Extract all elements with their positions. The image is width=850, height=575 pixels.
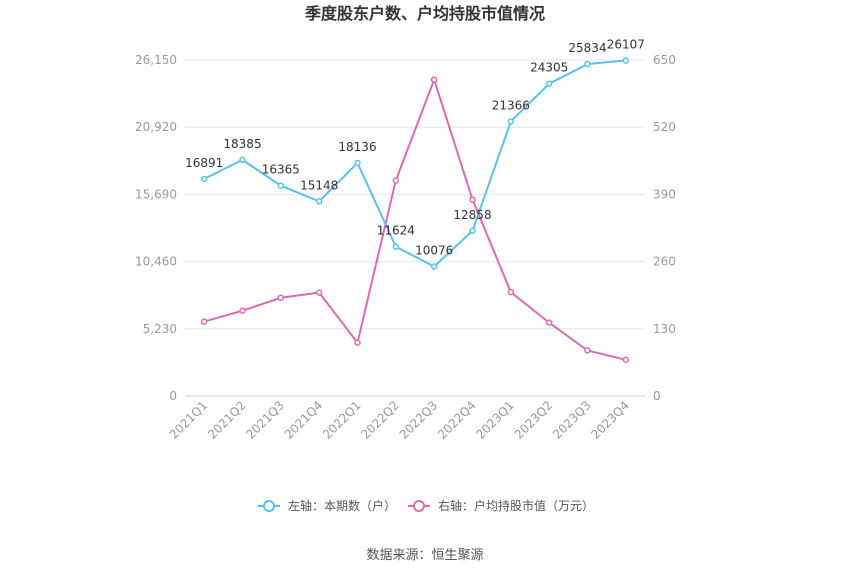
data-label: 15148 [300,178,338,192]
series-line-right [203,76,627,361]
data-label: 26107 [607,38,645,52]
legend[interactable]: 左轴：本期数（户） 右轴：户均持股市值（万元） [258,498,594,513]
data-point-left [584,60,591,68]
x-tick-label: 2021Q3 [243,398,287,442]
data-label: 21366 [492,98,530,112]
x-tick-label: 2023Q2 [512,398,556,442]
legend-marker [263,500,275,512]
x-tick-label: 2022Q3 [397,398,441,442]
data-point-right [239,307,246,314]
left-axis-ticks: 0 5,230 10,460 15,690 20,920 26,150 [135,53,177,403]
series-line-left [203,59,626,268]
left-tick-label: 20,920 [135,120,177,134]
data-label: 24305 [530,61,568,75]
data-point-left [469,227,476,235]
data-label: 11624 [377,224,415,238]
left-tick-label: 26,150 [135,53,177,67]
left-tick-label: 0 [169,389,177,403]
x-tick-label: 2022Q2 [358,398,402,442]
data-point-left [622,57,630,64]
data-point-left [239,156,246,164]
data-label: 12858 [453,208,491,222]
data-point-right [507,288,515,296]
data-label: 10076 [415,244,453,258]
x-tick-label: 2021Q2 [205,398,249,442]
right-tick-label: 260 [653,255,676,269]
legend-label: 左轴：本期数（户） [288,498,396,513]
data-point-left [354,159,361,167]
data-point-right [277,294,285,302]
data-label: 16891 [185,156,223,170]
right-tick-label: 0 [653,389,661,403]
legend-label: 右轴：户均持股市值（万元） [438,498,594,513]
data-label: 18136 [338,140,376,154]
data-point-left [507,118,515,125]
data-point-right [430,76,438,83]
x-tick-label: 2023Q3 [550,398,594,442]
left-tick-label: 5,230 [143,322,177,336]
grid-lines [185,59,645,397]
data-label: 16365 [262,163,300,177]
x-tick-label: 2022Q4 [435,398,479,442]
data-point-right [469,196,476,203]
data-point-left [277,182,285,189]
right-axis-ticks: 0 130 260 390 520 650 [653,53,676,403]
data-point-right [545,319,553,326]
left-tick-label: 15,690 [135,187,177,201]
right-tick-label: 520 [653,120,676,134]
right-tick-label: 390 [653,187,676,201]
left-tick-label: 10,460 [135,255,177,269]
data-point-left [430,263,438,270]
data-point-right [392,177,400,184]
data-label: 18385 [223,137,261,151]
data-point-right [315,289,323,296]
x-tick-label: 2021Q1 [167,398,211,442]
data-point-right [622,356,630,364]
right-tick-label: 650 [653,53,676,67]
x-tick-label: 2022Q1 [320,398,364,442]
x-tick-label: 2021Q4 [282,398,326,442]
data-point-left [545,80,553,87]
data-point-right [354,339,361,347]
data-point-right [584,347,591,354]
data-label: 25834 [568,41,606,55]
x-tick-label: 2023Q1 [473,398,517,442]
legend-marker [413,500,425,512]
x-axis-ticks: 2021Q12021Q22021Q32021Q42022Q12022Q22022… [167,398,632,442]
x-tick-label: 2023Q4 [588,398,632,442]
data-source: 数据来源：恒生聚源 [366,548,483,563]
data-point-left [392,243,400,250]
data-point-right [200,318,208,325]
chart-title: 季度股东户数、户均持股市值情况 [304,4,545,23]
data-point-left [200,175,208,183]
right-tick-label: 130 [653,322,676,336]
data-point-left [315,198,323,205]
